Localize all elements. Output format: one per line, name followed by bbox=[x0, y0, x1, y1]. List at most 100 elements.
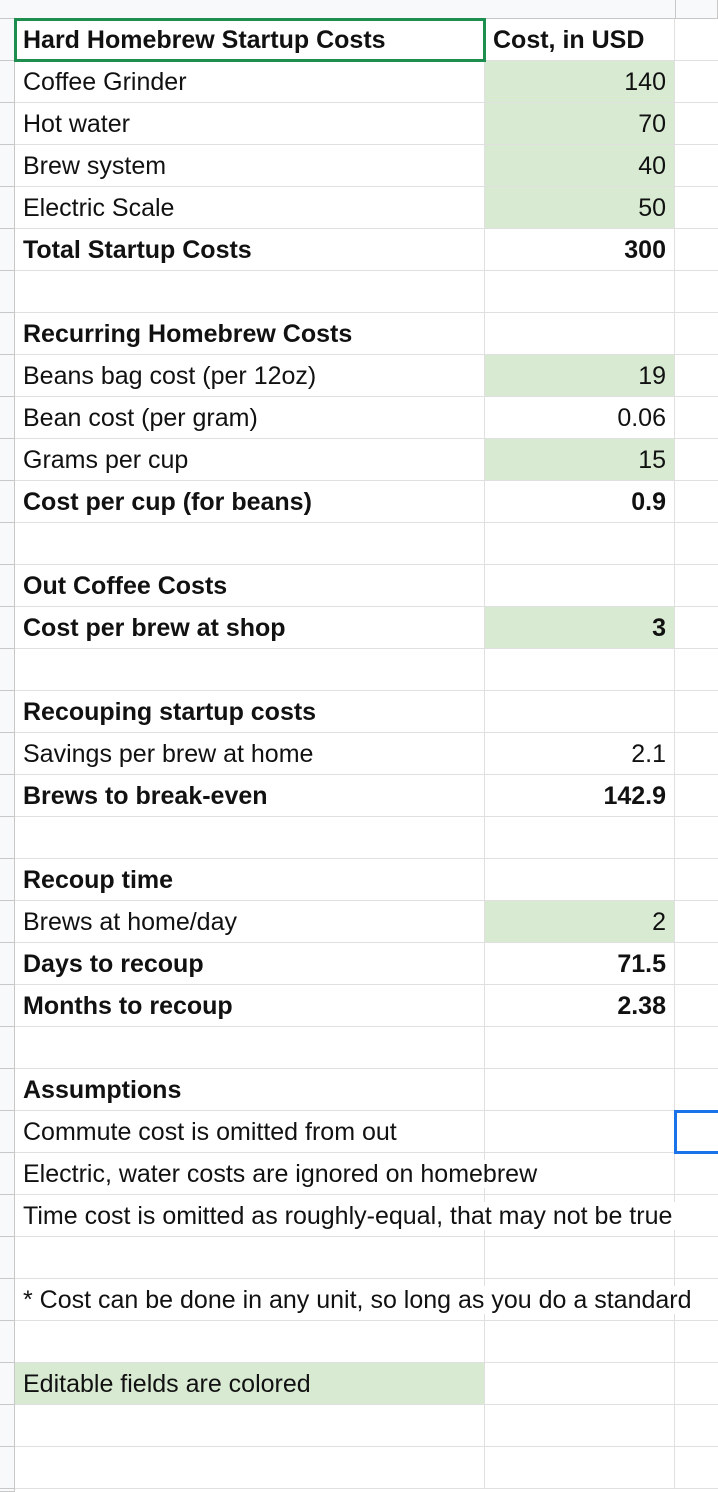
row-header-cell[interactable] bbox=[0, 187, 15, 229]
row-header-cell[interactable] bbox=[0, 817, 15, 859]
cell[interactable] bbox=[485, 1405, 675, 1447]
cell[interactable] bbox=[485, 523, 675, 565]
cell[interactable] bbox=[675, 775, 718, 817]
row-header-cell[interactable] bbox=[0, 1069, 15, 1111]
cell[interactable] bbox=[675, 1321, 718, 1363]
cell[interactable]: 50 bbox=[485, 187, 675, 229]
row-header-cell[interactable] bbox=[0, 103, 15, 145]
cell[interactable] bbox=[675, 187, 718, 229]
cell[interactable]: Recurring Homebrew Costs bbox=[15, 313, 485, 355]
cell[interactable] bbox=[485, 1447, 675, 1489]
cell[interactable] bbox=[485, 691, 675, 733]
cell[interactable] bbox=[675, 901, 718, 943]
cell[interactable] bbox=[485, 817, 675, 859]
cell[interactable] bbox=[675, 943, 718, 985]
cell[interactable] bbox=[485, 859, 675, 901]
cell[interactable] bbox=[15, 1447, 485, 1489]
cell[interactable]: * Cost can be done in any unit, so long … bbox=[15, 1279, 700, 1321]
cell[interactable] bbox=[675, 649, 718, 691]
cell[interactable]: 0.9 bbox=[485, 481, 675, 523]
cell[interactable]: Savings per brew at home bbox=[15, 733, 485, 775]
row-header-cell[interactable] bbox=[0, 355, 15, 397]
row-header-cell[interactable] bbox=[0, 61, 15, 103]
cell[interactable]: Recouping startup costs bbox=[15, 691, 485, 733]
row-header-cell[interactable] bbox=[0, 313, 15, 355]
cell[interactable] bbox=[675, 1069, 718, 1111]
cell[interactable] bbox=[675, 1195, 718, 1237]
cell[interactable] bbox=[675, 1363, 718, 1405]
cell[interactable] bbox=[675, 859, 718, 901]
cell[interactable]: Cost, in USD bbox=[485, 19, 675, 61]
row-header-cell[interactable] bbox=[0, 229, 15, 271]
cell[interactable] bbox=[15, 523, 485, 565]
cell[interactable] bbox=[675, 481, 718, 523]
row-header-cell[interactable] bbox=[0, 775, 15, 817]
cell[interactable]: 71.5 bbox=[485, 943, 675, 985]
row-header-cell[interactable] bbox=[0, 943, 15, 985]
cell[interactable] bbox=[675, 1405, 718, 1447]
cell[interactable]: 2 bbox=[485, 901, 675, 943]
cell[interactable]: 142.9 bbox=[485, 775, 675, 817]
row-header-cell[interactable] bbox=[0, 1447, 15, 1489]
row-header-cell[interactable] bbox=[0, 1363, 15, 1405]
cell[interactable] bbox=[15, 271, 485, 313]
cell[interactable]: 15 bbox=[485, 439, 675, 481]
cell[interactable]: 70 bbox=[485, 103, 675, 145]
cell[interactable] bbox=[675, 313, 718, 355]
cell[interactable] bbox=[675, 1237, 718, 1279]
cell[interactable] bbox=[675, 439, 718, 481]
cell[interactable]: 140 bbox=[485, 61, 675, 103]
cell[interactable] bbox=[675, 817, 718, 859]
cell[interactable] bbox=[675, 1447, 718, 1489]
cell[interactable]: Brews to break-even bbox=[15, 775, 485, 817]
cell[interactable]: Coffee Grinder bbox=[15, 61, 485, 103]
cell[interactable] bbox=[675, 691, 718, 733]
row-header-cell[interactable] bbox=[0, 1111, 15, 1153]
row-header-cell[interactable] bbox=[0, 901, 15, 943]
cell[interactable]: Out Coffee Costs bbox=[15, 565, 485, 607]
cell[interactable]: Electric Scale bbox=[15, 187, 485, 229]
cell[interactable] bbox=[485, 1321, 675, 1363]
cell[interactable]: Beans bag cost (per 12oz) bbox=[15, 355, 485, 397]
row-header-cell[interactable] bbox=[0, 565, 15, 607]
cell[interactable]: Days to recoup bbox=[15, 943, 485, 985]
cell[interactable]: 2.1 bbox=[485, 733, 675, 775]
cell[interactable] bbox=[675, 271, 718, 313]
cell[interactable] bbox=[15, 1237, 485, 1279]
cell[interactable] bbox=[675, 565, 718, 607]
row-header-cell[interactable] bbox=[0, 1405, 15, 1447]
cell[interactable]: Electric, water costs are ignored on hom… bbox=[15, 1153, 546, 1195]
cell[interactable]: Cost per brew at shop bbox=[15, 607, 485, 649]
cell[interactable]: Total Startup Costs bbox=[15, 229, 485, 271]
cell[interactable]: 2.38 bbox=[485, 985, 675, 1027]
cell[interactable]: Hard Homebrew Startup Costs bbox=[14, 18, 486, 62]
cell[interactable] bbox=[675, 607, 718, 649]
cell[interactable]: Time cost is omitted as roughly-equal, t… bbox=[15, 1195, 681, 1237]
cell[interactable] bbox=[674, 1110, 718, 1154]
column-header[interactable] bbox=[675, 0, 718, 19]
cell[interactable] bbox=[15, 649, 485, 691]
cell[interactable] bbox=[675, 229, 718, 271]
cell[interactable] bbox=[485, 1069, 675, 1111]
cell[interactable]: Editable fields are colored bbox=[15, 1363, 485, 1405]
cell[interactable] bbox=[15, 1027, 485, 1069]
cell[interactable]: Assumptions bbox=[15, 1069, 485, 1111]
row-header-cell[interactable] bbox=[0, 439, 15, 481]
row-header-cell[interactable] bbox=[0, 1279, 15, 1321]
row-header-cell[interactable] bbox=[0, 607, 15, 649]
cell[interactable]: 300 bbox=[485, 229, 675, 271]
cell[interactable]: 40 bbox=[485, 145, 675, 187]
row-header-cell[interactable] bbox=[0, 1027, 15, 1069]
cell[interactable]: Brews at home/day bbox=[15, 901, 485, 943]
cell[interactable] bbox=[675, 103, 718, 145]
row-header-cell[interactable] bbox=[0, 859, 15, 901]
cell[interactable] bbox=[485, 271, 675, 313]
cell[interactable] bbox=[675, 985, 718, 1027]
row-header-cell[interactable] bbox=[0, 19, 15, 61]
row-header-cell[interactable] bbox=[0, 1237, 15, 1279]
cell[interactable] bbox=[675, 355, 718, 397]
cell[interactable] bbox=[675, 61, 718, 103]
cell[interactable] bbox=[485, 1111, 675, 1153]
cell[interactable] bbox=[485, 1237, 675, 1279]
cell[interactable]: Commute cost is omitted from out bbox=[15, 1111, 485, 1153]
